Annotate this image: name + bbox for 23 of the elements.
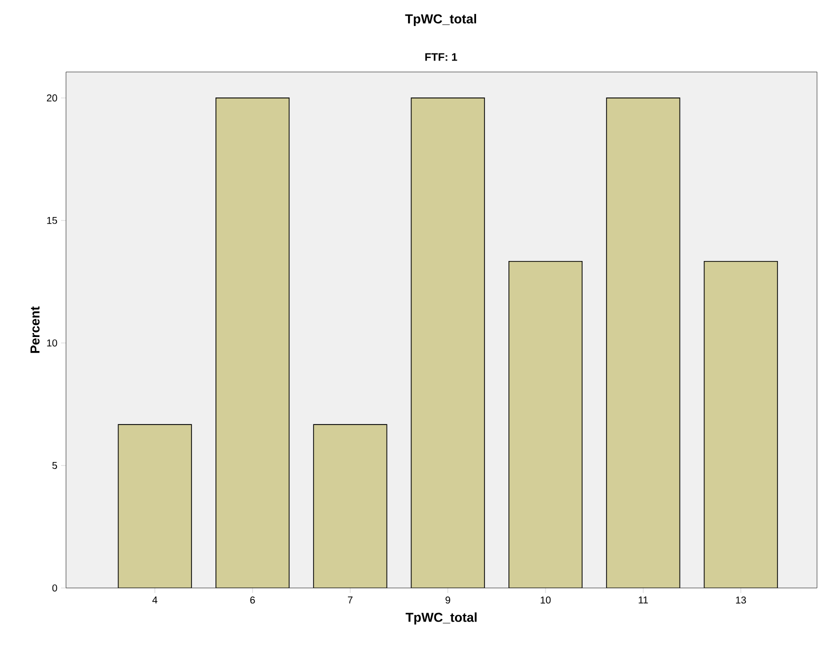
y-tick-label: 20	[46, 94, 58, 102]
x-tick-label: 11	[638, 596, 648, 604]
bar	[314, 424, 387, 588]
bar	[411, 98, 484, 588]
x-tick-label: 10	[540, 596, 551, 604]
y-axis-title: Percent	[30, 306, 40, 353]
x-tick-label: 7	[348, 596, 352, 604]
x-axis-title: TpWC_total	[406, 612, 477, 624]
x-tick-label: 4	[152, 596, 158, 604]
x-tick-label: 13	[736, 596, 746, 604]
chart-title: TpWC_total	[405, 14, 476, 26]
y-tick-label: 5	[52, 462, 58, 469]
bar	[704, 260, 778, 588]
chart-subtitle: FTF: 1	[425, 53, 458, 61]
y-tick-label: 0	[52, 584, 58, 592]
y-tick-label: 15	[47, 216, 58, 224]
bar	[216, 98, 290, 588]
x-tick-label: 9	[446, 596, 450, 604]
bar	[118, 424, 192, 588]
x-tick-label: 6	[250, 596, 255, 604]
y-tick-label: 10	[47, 339, 58, 346]
bar	[508, 261, 582, 588]
bar	[606, 98, 680, 588]
